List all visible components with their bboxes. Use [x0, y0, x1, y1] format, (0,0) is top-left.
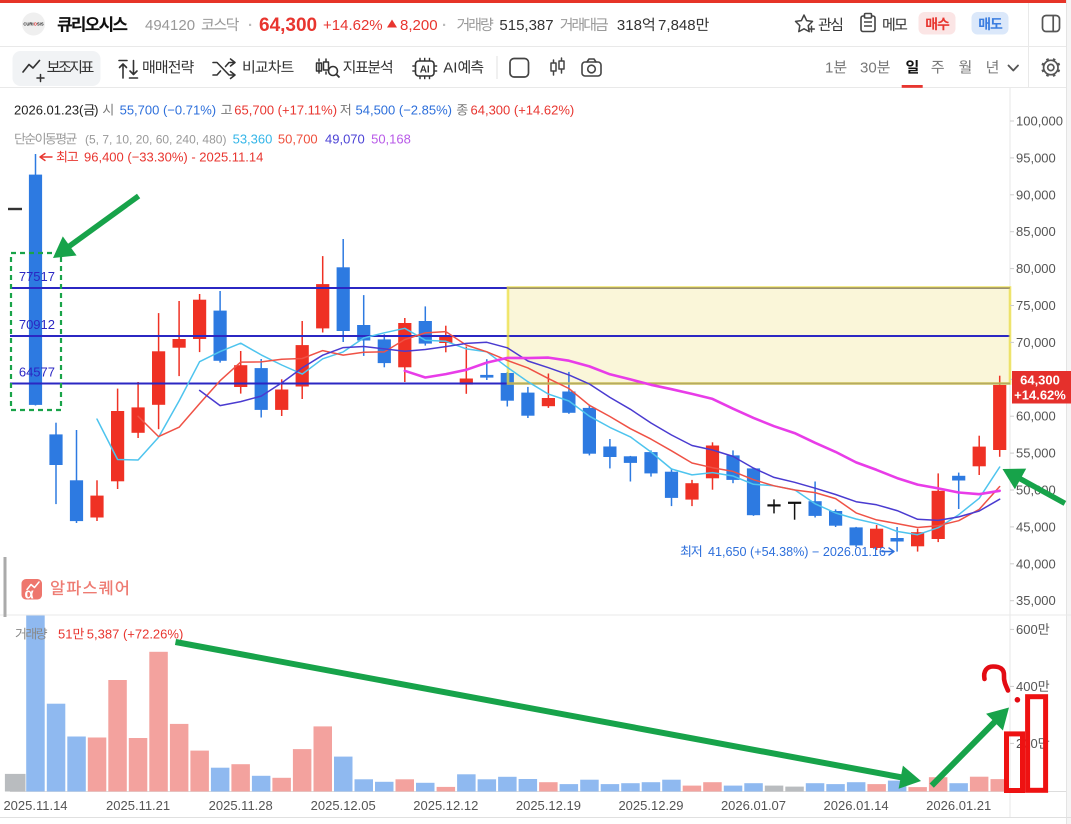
svg-text:2025.11.14: 2025.11.14 [3, 798, 67, 813]
svg-text:45,000: 45,000 [1016, 519, 1056, 534]
svg-text:77517: 77517 [19, 269, 55, 284]
svg-text:2026.01.14: 2026.01.14 [824, 798, 889, 813]
svg-text:2025.11.28: 2025.11.28 [209, 798, 273, 813]
svg-text:30: 30 [860, 60, 877, 77]
svg-text:600: 600 [1016, 622, 1038, 637]
svg-text:100,000: 100,000 [1016, 114, 1063, 129]
svg-text:96,400 (−33.30%) - 2025.11.14: 96,400 (−33.30%) - 2025.11.14 [84, 150, 263, 165]
svg-text:41,650 (+54.38%) − 2026.01.16: 41,650 (+54.38%) − 2026.01.16 [708, 545, 886, 559]
svg-text:55,000: 55,000 [1016, 446, 1056, 461]
svg-text:2025.12.19: 2025.12.19 [516, 798, 581, 813]
svg-text:+14.62%: +14.62% [1014, 388, 1066, 403]
svg-text:40,000: 40,000 [1016, 556, 1056, 571]
svg-text:51: 51 [58, 627, 72, 642]
svg-text:70,000: 70,000 [1016, 335, 1056, 350]
svg-text:·: · [248, 17, 253, 34]
svg-text:64577: 64577 [19, 364, 55, 379]
svg-text:515,387: 515,387 [499, 17, 553, 34]
svg-text:2025.12.12: 2025.12.12 [413, 798, 478, 813]
svg-text:2026.01.21: 2026.01.21 [926, 798, 991, 813]
svg-text:64,300: 64,300 [1020, 373, 1060, 388]
svg-text:50,168: 50,168 [371, 132, 411, 147]
svg-text:α: α [25, 586, 35, 603]
svg-text:64,300: 64,300 [259, 15, 317, 36]
svg-text:95,000: 95,000 [1016, 150, 1056, 165]
svg-text:AI: AI [420, 65, 430, 76]
svg-text:2025.12.05: 2025.12.05 [311, 798, 376, 813]
svg-text:2026.01.23: 2026.01.23 [14, 103, 79, 118]
svg-text:90,000: 90,000 [1016, 187, 1056, 202]
svg-text:65,700 (+17.11%): 65,700 (+17.11%) [234, 103, 337, 118]
svg-text:(: ( [79, 103, 84, 118]
svg-text:49,070: 49,070 [325, 132, 365, 147]
svg-text:CURIOSIS: CURIOSIS [23, 22, 43, 27]
svg-text:80,000: 80,000 [1016, 261, 1056, 276]
svg-text:8,200: 8,200 [400, 17, 438, 34]
svg-text:5,387 (+72.26%): 5,387 (+72.26%) [83, 627, 183, 642]
svg-text:1: 1 [825, 60, 833, 77]
svg-text:2025.12.29: 2025.12.29 [618, 798, 683, 813]
svg-text:54,500 (−2.85%): 54,500 (−2.85%) [356, 103, 452, 118]
svg-text:): ) [94, 103, 98, 118]
svg-text:55,700 (−0.71%): 55,700 (−0.71%) [120, 103, 216, 118]
svg-text:50,700: 50,700 [278, 132, 318, 147]
svg-text:7,848: 7,848 [654, 17, 696, 34]
svg-text:2025.11.21: 2025.11.21 [106, 798, 170, 813]
svg-text:53,360: 53,360 [233, 132, 273, 147]
svg-text:2026.01.07: 2026.01.07 [721, 798, 786, 813]
svg-text:318: 318 [617, 17, 642, 34]
svg-text:+14.62%: +14.62% [323, 17, 383, 34]
svg-text:85,000: 85,000 [1016, 224, 1056, 239]
svg-text:60,000: 60,000 [1016, 409, 1056, 424]
svg-text:35,000: 35,000 [1016, 593, 1056, 608]
svg-text:64,300 (+14.62%): 64,300 (+14.62%) [471, 103, 575, 118]
svg-text:70912: 70912 [19, 317, 55, 332]
svg-text:494120: 494120 [145, 17, 195, 34]
svg-text:AI: AI [443, 60, 457, 77]
svg-text:400: 400 [1016, 679, 1038, 694]
svg-text:75,000: 75,000 [1016, 298, 1056, 313]
svg-text:·: · [442, 17, 447, 34]
svg-text:(5, 7, 10, 20, 60, 240, 480): (5, 7, 10, 20, 60, 240, 480) [85, 133, 226, 147]
